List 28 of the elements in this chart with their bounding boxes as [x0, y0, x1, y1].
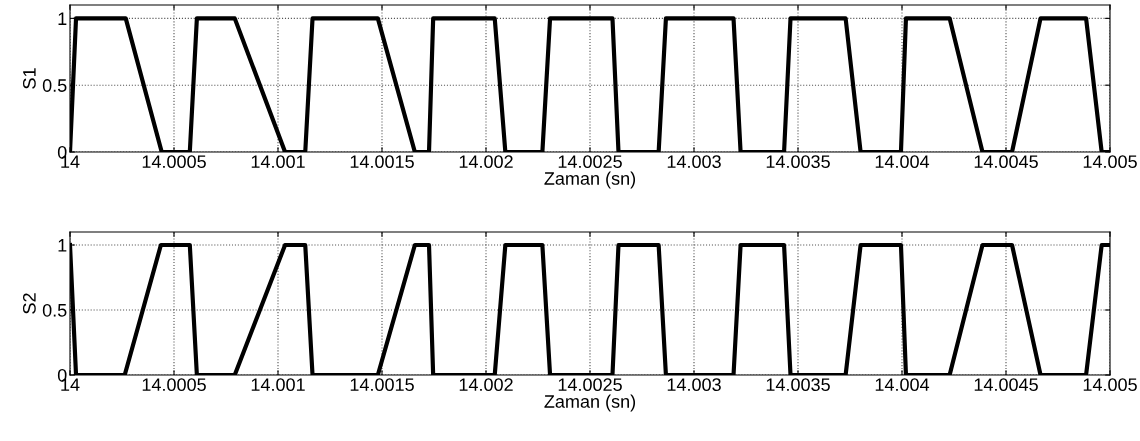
y-axis-title: S2: [22, 293, 36, 314]
x-tick-label: 14.002: [459, 378, 513, 392]
x-tick-label: 14.0015: [350, 378, 414, 392]
y-axis-title: S1: [22, 68, 36, 89]
x-tick-label: 14.0005: [142, 378, 206, 392]
x-tick-label: 14.001: [251, 378, 305, 392]
x-tick-label: 14.0035: [766, 378, 830, 392]
x-tick-label: 14.004: [875, 378, 930, 392]
x-tick-label: 14.005: [1083, 155, 1137, 169]
x-tick-label: 14.0035: [766, 155, 830, 169]
x-tick-label: 14.001: [251, 155, 305, 169]
x-tick-label: 14.0025: [558, 378, 622, 392]
x-axis-title: Zaman (sn): [544, 171, 636, 189]
x-tick-label: 14.002: [459, 155, 513, 169]
y-tick-label: 1: [58, 239, 67, 252]
y-tick-label: 0.5: [42, 303, 67, 317]
x-tick-label: 14.0005: [142, 155, 206, 169]
x-tick-label: 14.0025: [558, 155, 622, 169]
y-tick-label: 0.5: [42, 79, 67, 92]
y-tick-label: 1: [58, 12, 67, 25]
x-tick-label: 14.0045: [974, 378, 1038, 392]
x-axis-title: Zaman (sn): [544, 394, 636, 412]
x-tick-label: 14.0015: [350, 155, 414, 169]
x-tick-label: 14.003: [667, 378, 721, 392]
x-tick-label: 14.003: [667, 155, 721, 169]
x-tick-label: 14.005: [1083, 378, 1137, 392]
x-tick-label: 14.004: [875, 155, 930, 169]
x-tick-label: 14.0045: [974, 155, 1038, 169]
